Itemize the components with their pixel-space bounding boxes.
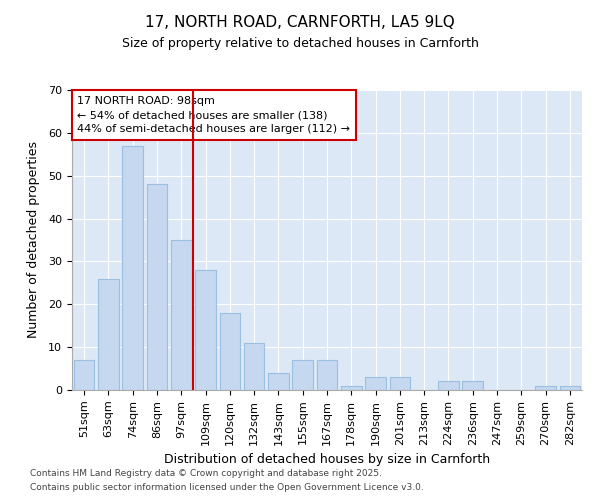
Text: Contains public sector information licensed under the Open Government Licence v3: Contains public sector information licen… (30, 484, 424, 492)
Bar (292, 360, 313, 390)
X-axis label: Distribution of detached houses by size in Carnforth: Distribution of detached houses by size … (164, 453, 490, 466)
Bar (463, 382, 483, 390)
Bar (389, 377, 410, 390)
Bar (268, 373, 289, 390)
Bar (146, 184, 167, 390)
Bar (560, 386, 580, 390)
Bar (122, 146, 143, 390)
Bar (438, 382, 459, 390)
Bar (220, 313, 240, 390)
Bar (535, 386, 556, 390)
Bar (171, 240, 191, 390)
Text: Contains HM Land Registry data © Crown copyright and database right 2025.: Contains HM Land Registry data © Crown c… (30, 468, 382, 477)
Bar (317, 360, 337, 390)
Text: 17, NORTH ROAD, CARNFORTH, LA5 9LQ: 17, NORTH ROAD, CARNFORTH, LA5 9LQ (145, 15, 455, 30)
Text: 17 NORTH ROAD: 98sqm
← 54% of detached houses are smaller (138)
44% of semi-deta: 17 NORTH ROAD: 98sqm ← 54% of detached h… (77, 96, 350, 134)
Text: Size of property relative to detached houses in Carnforth: Size of property relative to detached ho… (122, 38, 478, 51)
Bar (195, 270, 216, 390)
Bar (244, 343, 265, 390)
Bar (98, 278, 119, 390)
Bar (341, 386, 362, 390)
Y-axis label: Number of detached properties: Number of detached properties (27, 142, 40, 338)
Bar (365, 377, 386, 390)
Bar (74, 360, 94, 390)
